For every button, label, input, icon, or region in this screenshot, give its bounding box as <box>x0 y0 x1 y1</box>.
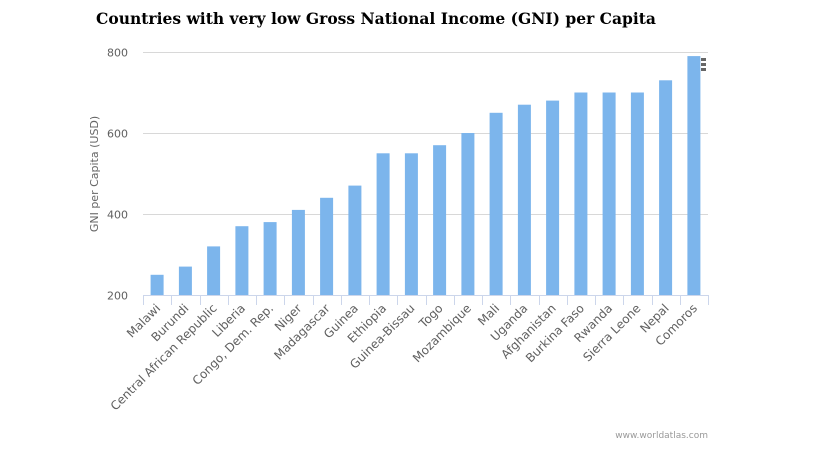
bar[interactable] <box>687 56 701 295</box>
bar[interactable] <box>376 153 390 296</box>
bar[interactable] <box>630 92 644 296</box>
menu-icon-bar <box>701 63 706 66</box>
chart-title: Countries with very low Gross National I… <box>96 9 656 28</box>
bar[interactable] <box>602 92 616 296</box>
bar[interactable] <box>235 226 249 295</box>
menu-icon-bar <box>701 68 706 71</box>
menu-icon-bar <box>701 58 706 61</box>
y-tick-label: 800 <box>107 47 128 60</box>
bar[interactable] <box>348 185 362 295</box>
bar[interactable] <box>517 104 531 295</box>
gridlines <box>143 52 708 215</box>
bar[interactable] <box>404 153 418 296</box>
bar[interactable] <box>546 100 560 295</box>
bar[interactable] <box>291 209 305 295</box>
y-axis-ticks: 200 400 600 800 <box>107 47 128 303</box>
x-axis <box>143 295 709 305</box>
bar[interactable] <box>320 197 334 295</box>
bar[interactable] <box>207 246 221 295</box>
bar[interactable] <box>150 274 164 296</box>
bar[interactable] <box>178 266 192 295</box>
y-axis-label: GNI per Capita (USD) <box>88 116 101 232</box>
bars <box>150 56 701 296</box>
bar[interactable] <box>461 133 475 295</box>
hamburger-menu-icon[interactable] <box>701 58 706 71</box>
bar[interactable] <box>489 112 503 296</box>
credit-link[interactable]: www.worldatlas.com <box>615 431 708 441</box>
bar[interactable] <box>574 92 588 296</box>
bar[interactable] <box>433 145 447 295</box>
y-tick-label: 400 <box>107 209 128 222</box>
bar[interactable] <box>263 222 277 295</box>
y-tick-label: 600 <box>107 128 128 141</box>
bar[interactable] <box>659 80 673 295</box>
y-tick-label: 200 <box>107 290 128 303</box>
